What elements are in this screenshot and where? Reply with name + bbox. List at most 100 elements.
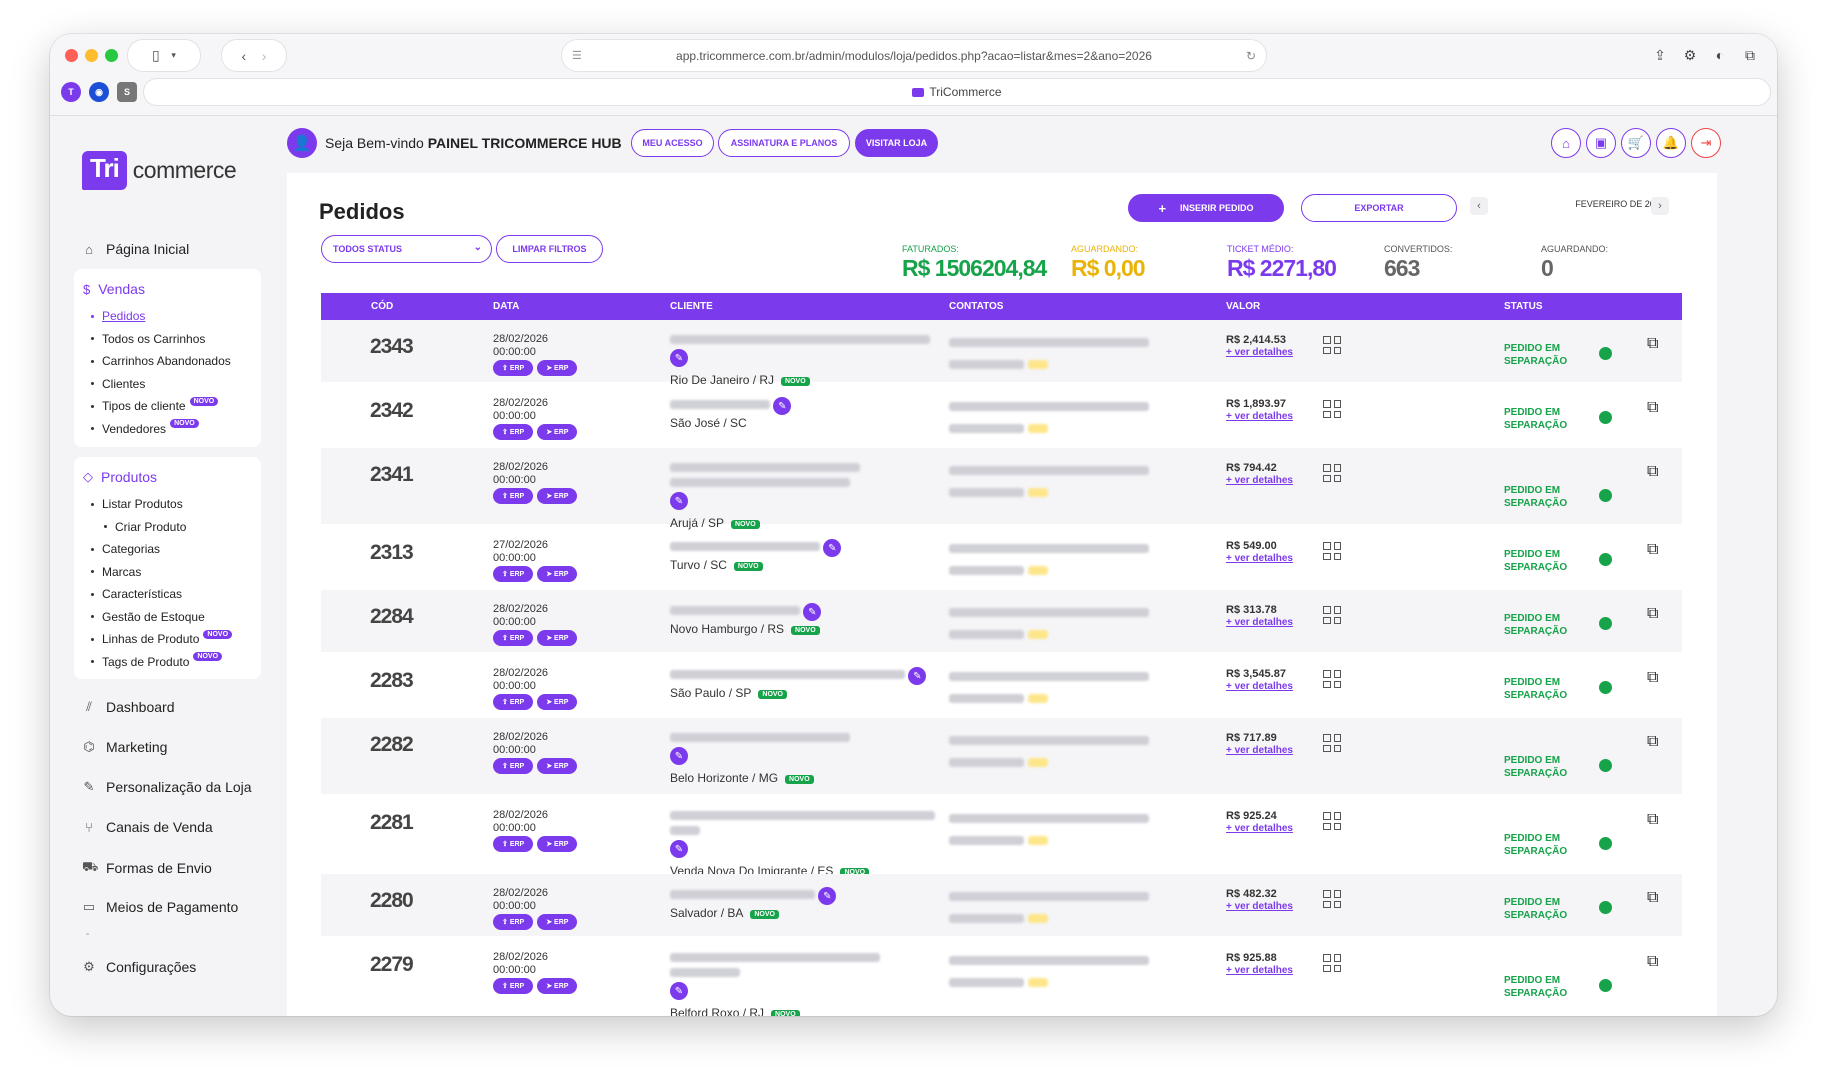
erp-send-button[interactable]: ➤ ERP xyxy=(537,758,578,774)
ver-detalhes-link[interactable]: + ver detalhes xyxy=(1226,347,1293,358)
sidebar-subitem-vendedores[interactable]: Vendedores NOVO xyxy=(74,418,261,441)
erp-send-button[interactable]: ➤ ERP xyxy=(537,630,578,646)
order-code[interactable]: 2313 xyxy=(370,541,414,564)
table-row[interactable]: 2281 28/02/2026 00:00:00 ⇪ ERP ➤ ERP ✎ Vend… xyxy=(321,796,1682,878)
bag-icon[interactable]: ▣ xyxy=(1586,128,1616,158)
erp-sync-button[interactable]: ⇪ ERP xyxy=(493,694,534,710)
sidebar-subitem-marcas[interactable]: Marcas xyxy=(74,561,261,584)
qr-grid-icon[interactable] xyxy=(1323,400,1341,418)
sidebar-toggle-button[interactable]: ▯ ▾ xyxy=(128,40,200,71)
pinned-tab-s-icon[interactable]: S xyxy=(117,82,137,102)
copy-icon[interactable]: ⧉ xyxy=(1647,335,1659,352)
table-row[interactable]: 2313 27/02/2026 00:00:00 ⇪ ERP ➤ ERP ✎ Turv… xyxy=(321,526,1682,590)
copy-icon[interactable]: ⧉ xyxy=(1647,399,1659,416)
table-row[interactable]: 2343 28/02/2026 00:00:00 ⇪ ERP ➤ ERP ✎ Rio … xyxy=(321,320,1682,387)
edit-client-icon[interactable]: ✎ xyxy=(823,539,842,557)
qr-grid-icon[interactable] xyxy=(1323,464,1341,482)
sidebar-subitem-linhas-produto[interactable]: Linhas de Produto NOVO xyxy=(74,628,261,651)
ver-detalhes-link[interactable]: + ver detalhes xyxy=(1226,901,1293,912)
ver-detalhes-link[interactable]: + ver detalhes xyxy=(1226,823,1293,834)
edit-client-icon[interactable]: ✎ xyxy=(670,982,688,1000)
active-tab[interactable]: TriCommerce xyxy=(144,79,1770,105)
order-code[interactable]: 2281 xyxy=(370,811,414,834)
sidebar-subitem-clientes[interactable]: Clientes xyxy=(74,373,261,396)
logout-icon[interactable]: ⇥ xyxy=(1691,128,1721,158)
site-settings-icon[interactable]: ☰ xyxy=(572,50,582,62)
status-filter-select[interactable]: TODOS STATUS ⌄ xyxy=(321,235,492,263)
erp-send-button[interactable]: ➤ ERP xyxy=(537,914,578,930)
pinned-tab-icon[interactable]: ◉ xyxy=(89,82,109,102)
edit-client-icon[interactable]: ✎ xyxy=(818,887,837,905)
sidebar-item-vendas[interactable]: $ Vendas xyxy=(83,281,261,297)
table-row[interactable]: 2283 28/02/2026 00:00:00 ⇪ ERP ➤ ERP ✎ São … xyxy=(321,654,1682,718)
tricommerce-logo[interactable]: Tri commerce xyxy=(82,151,237,190)
prev-month-button[interactable]: ‹ xyxy=(1470,197,1488,215)
erp-sync-button[interactable]: ⇪ ERP xyxy=(493,360,534,376)
ver-detalhes-link[interactable]: + ver detalhes xyxy=(1226,617,1293,628)
contrast-icon[interactable]: ◐ xyxy=(1715,47,1725,63)
erp-sync-button[interactable]: ⇪ ERP xyxy=(493,630,534,646)
copy-icon[interactable]: ⧉ xyxy=(1647,953,1659,970)
order-code[interactable]: 2283 xyxy=(370,669,414,692)
gear-icon[interactable]: ⚙ xyxy=(1683,46,1697,63)
sidebar-item-configuracoes[interactable]: ⚙ Configurações xyxy=(82,959,196,975)
copy-icon[interactable]: ⧉ xyxy=(1647,733,1659,750)
erp-send-button[interactable]: ➤ ERP xyxy=(537,566,578,582)
zoom-window-button[interactable] xyxy=(105,49,118,62)
edit-client-icon[interactable]: ✎ xyxy=(670,840,688,858)
table-row[interactable]: 2284 28/02/2026 00:00:00 ⇪ ERP ➤ ERP ✎ Novo… xyxy=(321,590,1682,654)
table-row[interactable]: 2279 28/02/2026 00:00:00 ⇪ ERP ➤ ERP ✎ Belf… xyxy=(321,938,1682,1016)
exportar-button[interactable]: EXPORTAR xyxy=(1301,194,1457,222)
sidebar-subitem-carrinhos-abandonados[interactable]: Carrinhos Abandonados xyxy=(74,350,261,373)
sidebar-subitem-categorias[interactable]: Categorias xyxy=(74,538,261,561)
edit-client-icon[interactable]: ✎ xyxy=(908,667,927,685)
sidebar-subitem-listar-produtos[interactable]: Listar Produtos xyxy=(74,493,261,516)
close-window-button[interactable] xyxy=(65,49,78,62)
edit-client-icon[interactable]: ✎ xyxy=(773,397,792,415)
reload-icon[interactable]: ↻ xyxy=(1245,48,1256,63)
visitar-loja-button[interactable]: VISITAR LOJA xyxy=(855,129,938,157)
qr-grid-icon[interactable] xyxy=(1323,954,1341,972)
sidebar-subitem-criar-produto[interactable]: Criar Produto xyxy=(74,516,261,539)
home-icon[interactable]: ⌂ xyxy=(1551,128,1581,158)
user-avatar-icon[interactable]: 👤 xyxy=(287,128,317,158)
ver-detalhes-link[interactable]: + ver detalhes xyxy=(1226,553,1293,564)
tabs-overview-icon[interactable]: ⧉ xyxy=(1745,46,1755,63)
copy-icon[interactable]: ⧉ xyxy=(1647,669,1659,686)
minimize-window-button[interactable] xyxy=(85,49,98,62)
sidebar-item-envio[interactable]: ⛟ Formas de Envio xyxy=(82,859,212,877)
cart-icon[interactable]: 🛒 xyxy=(1621,128,1651,158)
next-month-button[interactable]: › xyxy=(1651,197,1669,215)
erp-sync-button[interactable]: ⇪ ERP xyxy=(493,758,534,774)
edit-client-icon[interactable]: ✎ xyxy=(670,747,688,765)
edit-client-icon[interactable]: ✎ xyxy=(670,492,688,510)
table-row[interactable]: 2282 28/02/2026 00:00:00 ⇪ ERP ➤ ERP ✎ Belo… xyxy=(321,718,1682,796)
qr-grid-icon[interactable] xyxy=(1323,670,1341,688)
ver-detalhes-link[interactable]: + ver detalhes xyxy=(1226,411,1293,422)
erp-send-button[interactable]: ➤ ERP xyxy=(537,488,578,504)
copy-icon[interactable]: ⧉ xyxy=(1647,811,1659,828)
sidebar-item-produtos[interactable]: ◇ Produtos xyxy=(83,469,261,485)
table-row[interactable]: 2341 28/02/2026 00:00:00 ⇪ ERP ➤ ERP ✎ Aruj… xyxy=(321,448,1682,530)
sidebar-subitem-tags-produto[interactable]: Tags de Produto NOVO xyxy=(74,651,261,674)
table-row[interactable]: 2342 28/02/2026 00:00:00 ⇪ ERP ➤ ERP ✎ São … xyxy=(321,384,1682,448)
meu-acesso-button[interactable]: MEU ACESSO xyxy=(631,129,714,157)
inserir-pedido-button[interactable]: + INSERIR PEDIDO xyxy=(1128,194,1284,222)
erp-sync-button[interactable]: ⇪ ERP xyxy=(493,836,534,852)
erp-send-button[interactable]: ➤ ERP xyxy=(537,424,578,440)
erp-send-button[interactable]: ➤ ERP xyxy=(537,360,578,376)
sidebar-subitem-pedidos[interactable]: Pedidos xyxy=(74,305,261,328)
qr-grid-icon[interactable] xyxy=(1323,734,1341,752)
sidebar-item-pagamento[interactable]: ▭ Meios de Pagamento xyxy=(82,899,238,915)
sidebar-subitem-carrinhos[interactable]: Todos os Carrinhos xyxy=(74,328,261,351)
erp-send-button[interactable]: ➤ ERP xyxy=(537,978,578,994)
qr-grid-icon[interactable] xyxy=(1323,542,1341,560)
edit-client-icon[interactable]: ✎ xyxy=(670,349,688,367)
copy-icon[interactable]: ⧉ xyxy=(1647,463,1659,480)
assinatura-planos-button[interactable]: ASSINATURA E PLANOS xyxy=(718,129,850,157)
qr-grid-icon[interactable] xyxy=(1323,606,1341,624)
sidebar-item-dashboard[interactable]: ⫽ Dashboard xyxy=(82,699,174,715)
edit-client-icon[interactable]: ✎ xyxy=(803,603,822,621)
erp-sync-button[interactable]: ⇪ ERP xyxy=(493,914,534,930)
order-code[interactable]: 2343 xyxy=(370,335,414,358)
